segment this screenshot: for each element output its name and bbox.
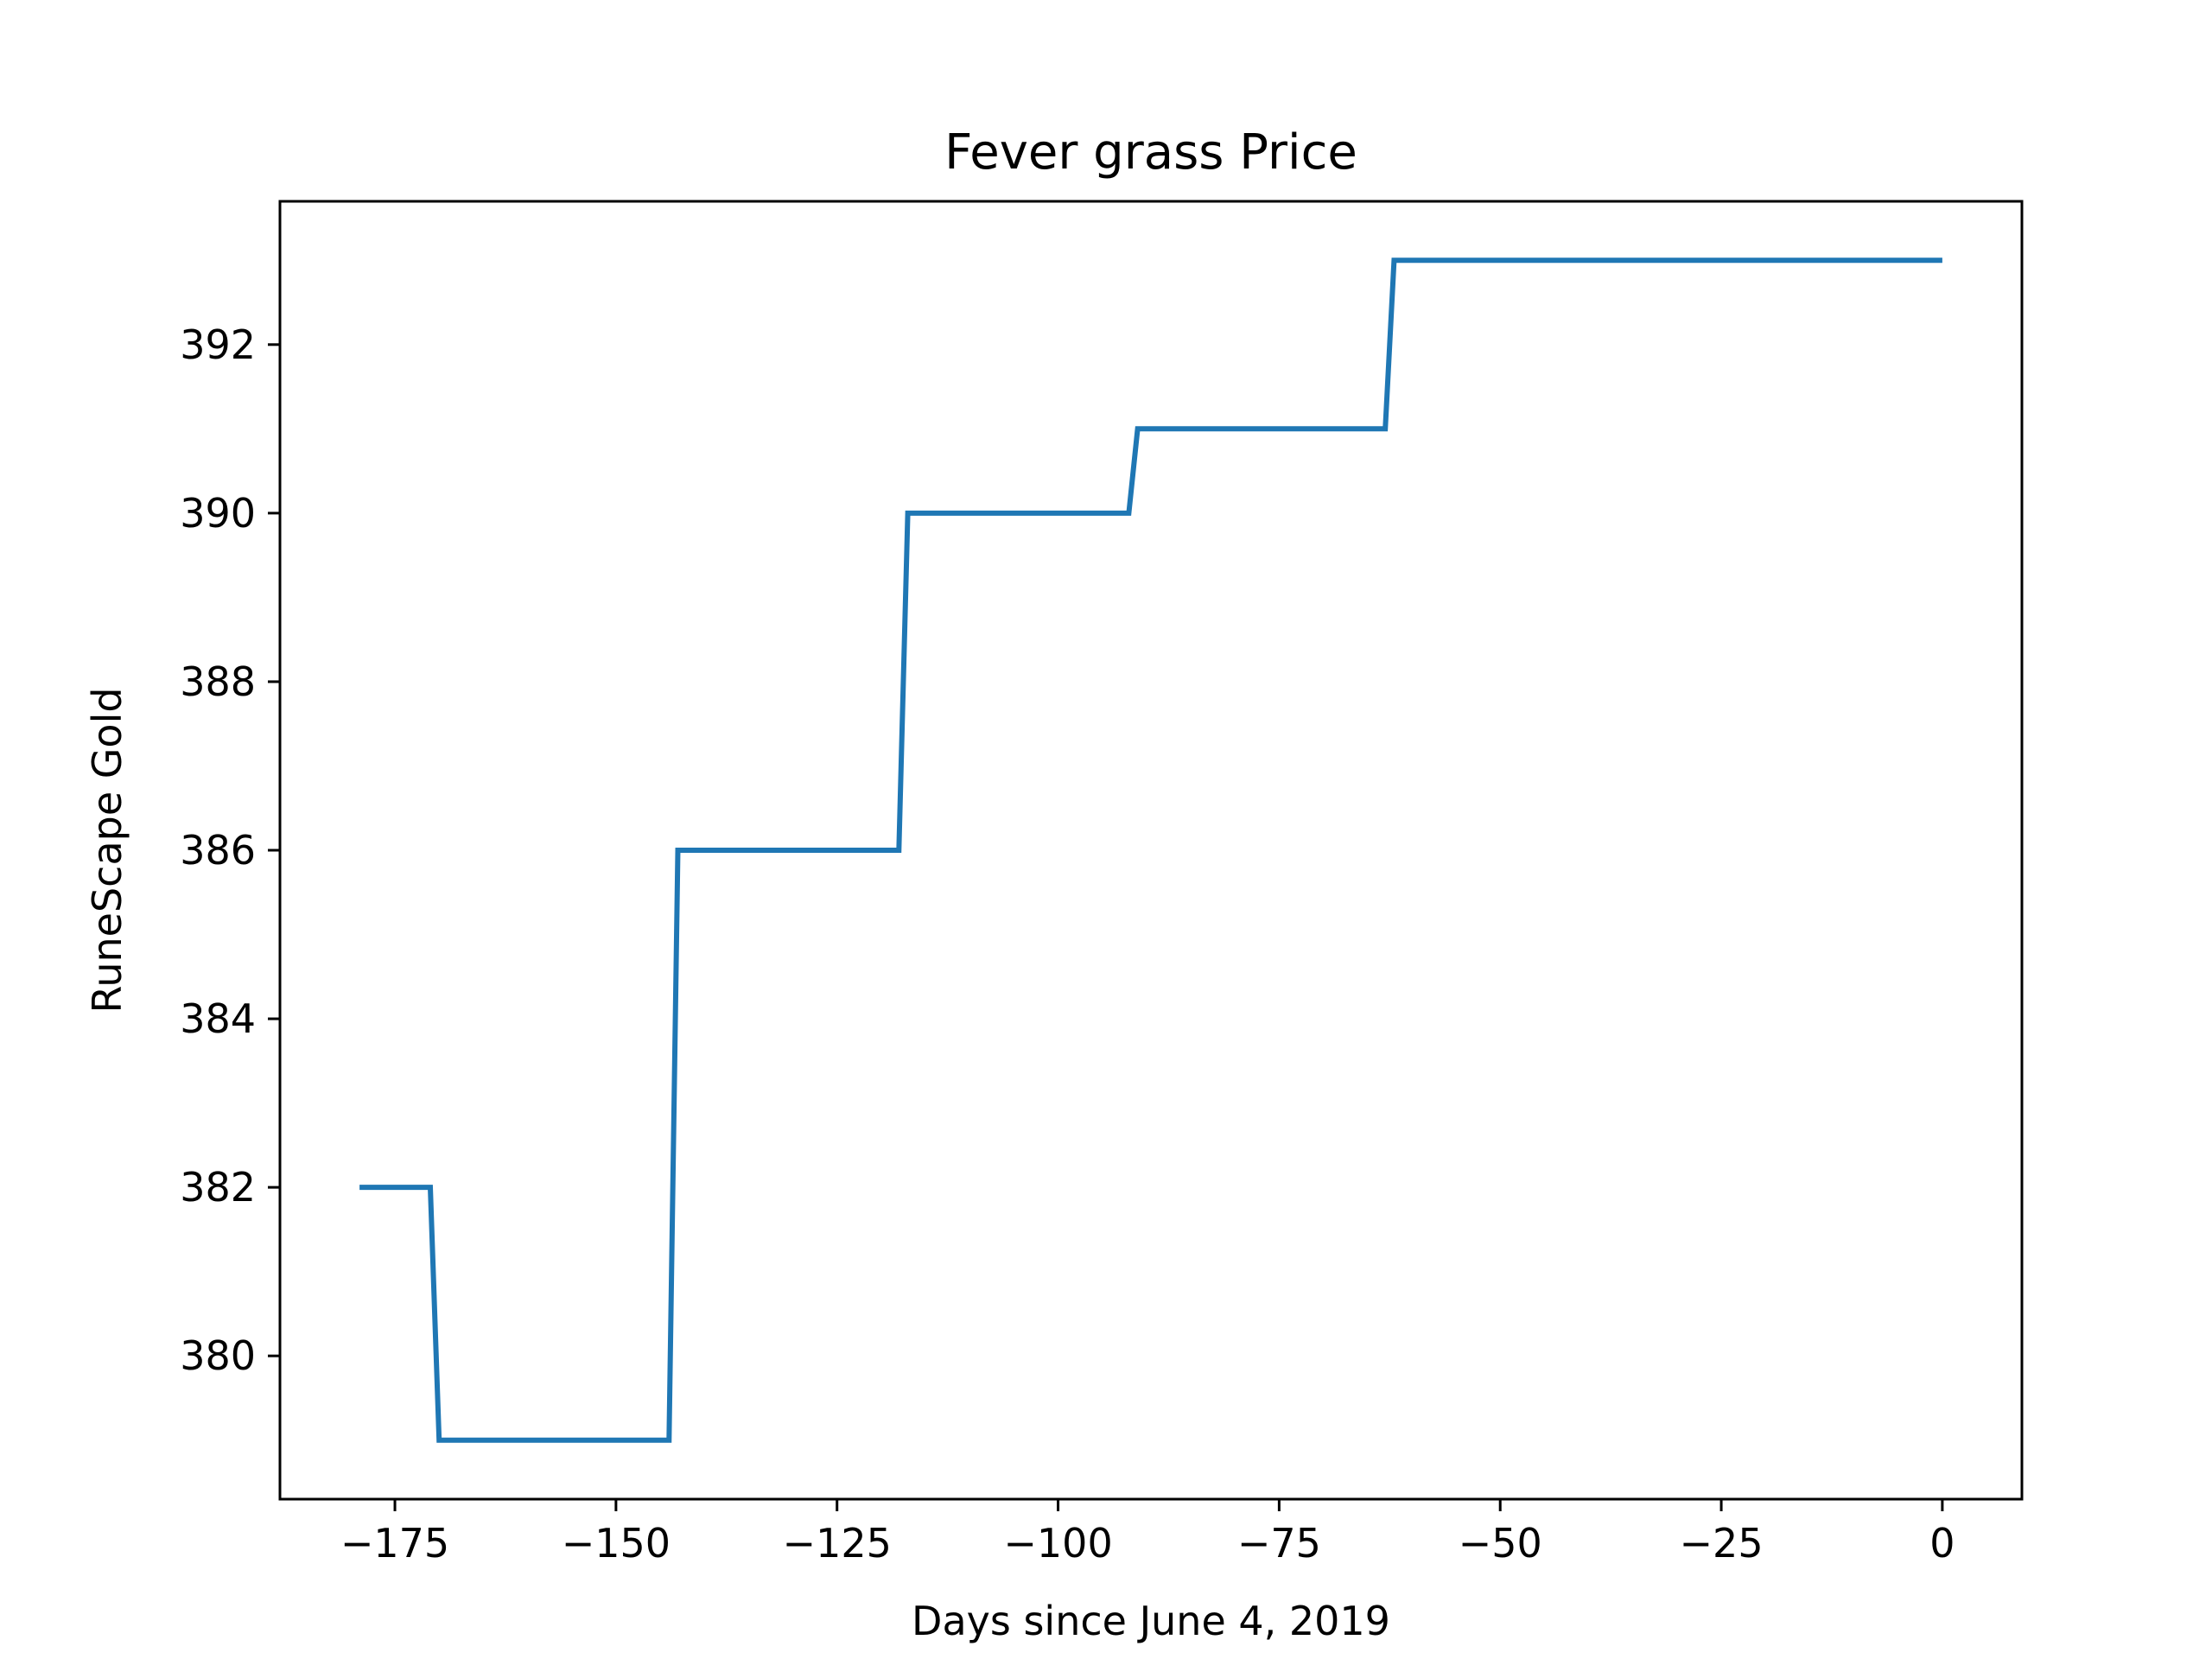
x-tick-label: −75 bbox=[1237, 1520, 1321, 1567]
y-tick-label: 390 bbox=[180, 490, 256, 537]
x-tick-label: −25 bbox=[1680, 1520, 1764, 1567]
x-axis-title: Days since June 4, 2019 bbox=[912, 1598, 1390, 1644]
x-axis: −175 −150 −125 −100 −75 −50 −25 0 bbox=[340, 1499, 1955, 1567]
y-tick-label: 380 bbox=[180, 1332, 256, 1379]
x-tick-label: −100 bbox=[1003, 1520, 1112, 1567]
series-line-0 bbox=[359, 257, 1942, 1443]
y-tick-label: 384 bbox=[180, 995, 256, 1042]
y-tick-label: 388 bbox=[180, 658, 256, 705]
x-tick-label: −50 bbox=[1459, 1520, 1542, 1567]
y-axis-title: RuneScape Gold bbox=[84, 687, 130, 1013]
x-tick-label: 0 bbox=[1929, 1520, 1955, 1567]
chart-title: Fever grass Price bbox=[944, 124, 1357, 181]
y-tick-label: 386 bbox=[180, 827, 256, 874]
x-tick-label: −125 bbox=[783, 1520, 892, 1567]
y-tick-label: 392 bbox=[180, 321, 256, 368]
x-tick-label: −175 bbox=[340, 1520, 449, 1567]
x-tick-label: −150 bbox=[562, 1520, 671, 1567]
series-layer bbox=[359, 257, 1942, 1443]
y-tick-label: 382 bbox=[180, 1164, 256, 1211]
y-axis: 380 382 384 386 388 390 392 bbox=[180, 321, 280, 1379]
